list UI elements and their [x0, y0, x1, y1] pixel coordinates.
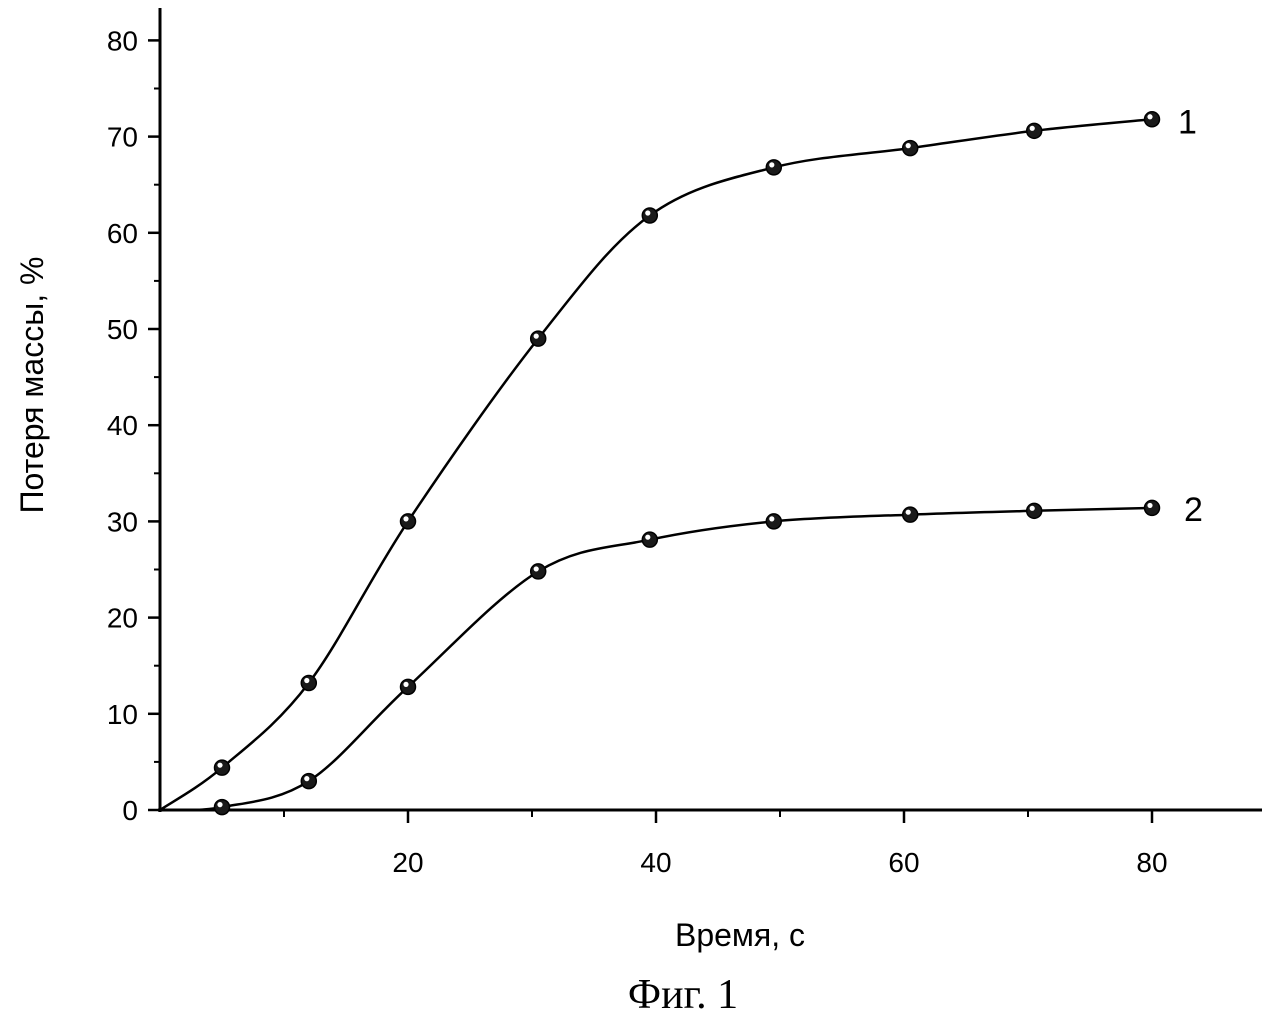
series-1-point-highlight	[1029, 125, 1035, 131]
series-1-point	[1143, 111, 1161, 128]
series-1-point-highlight	[769, 162, 775, 168]
series-2-point-highlight	[403, 681, 409, 687]
series-1-point	[765, 159, 783, 176]
y-tick-label: 60	[107, 218, 138, 249]
series-2-point	[1025, 502, 1043, 520]
axes	[158, 8, 1262, 812]
series-1-line	[159, 118, 1153, 812]
y-tick-label: 40	[107, 410, 138, 441]
y-axis-title: Потеря массы, %	[14, 257, 50, 514]
series-2-point	[901, 506, 919, 523]
series-2-point	[300, 772, 318, 790]
series-2-point	[641, 531, 659, 548]
series-2-point-highlight	[645, 534, 651, 540]
axis-ticks: 0 10 20 30 40 50 60 70 80 20 40 60 80	[107, 25, 1168, 878]
x-tick-label: 60	[888, 847, 919, 878]
series-1-point	[300, 674, 318, 692]
y-tick-label: 0	[122, 795, 138, 826]
series-2-point-highlight	[533, 566, 539, 572]
y-tick-label: 20	[107, 603, 138, 634]
series-2-point-highlight	[769, 516, 775, 522]
series-2-point-highlight	[1147, 502, 1153, 509]
series-1-point	[901, 139, 919, 157]
x-axis-title: Время, с	[675, 917, 805, 953]
series-1-point-highlight	[1147, 114, 1153, 120]
series-label-2: 2	[1184, 491, 1203, 529]
series-1-point-highlight	[533, 333, 539, 339]
series-1-point-highlight	[304, 677, 310, 684]
series-1-point	[1025, 122, 1043, 140]
series-lines	[159, 118, 1153, 812]
series-2-point	[765, 513, 783, 530]
series-2-point	[529, 563, 547, 580]
series-2-point-highlight	[1029, 505, 1035, 511]
x-tick-label: 40	[640, 847, 671, 878]
y-tick-label: 30	[107, 506, 138, 537]
y-tick-label: 70	[107, 122, 138, 153]
series-2-point	[399, 678, 417, 696]
series-2-point	[213, 798, 231, 816]
series-1-point	[529, 330, 547, 347]
series-2-point-highlight	[905, 509, 911, 515]
x-tick-label: 80	[1136, 847, 1167, 878]
chart-text: Время, с Потеря массы, % 1 2 Фиг. 1	[14, 103, 1203, 1018]
series-1-point	[213, 759, 231, 776]
series-1-point-highlight	[905, 143, 911, 149]
series-1-point-highlight	[403, 516, 409, 522]
series-1-point	[641, 207, 659, 224]
series-2-line	[159, 506, 1153, 812]
series-1-point-highlight	[645, 210, 651, 216]
series-1-point	[399, 513, 417, 530]
series-1-point-highlight	[217, 762, 223, 768]
y-tick-label: 10	[107, 699, 138, 730]
x-tick-label: 20	[392, 847, 423, 878]
y-tick-label: 80	[107, 25, 138, 56]
series-2-point-highlight	[217, 802, 223, 808]
series-label-1: 1	[1178, 103, 1197, 141]
series-2-point-highlight	[304, 776, 310, 782]
figure-caption: Фиг. 1	[628, 972, 738, 1017]
y-tick-label: 50	[107, 314, 138, 345]
series-2-point	[1143, 499, 1161, 517]
series-markers	[213, 111, 1161, 816]
